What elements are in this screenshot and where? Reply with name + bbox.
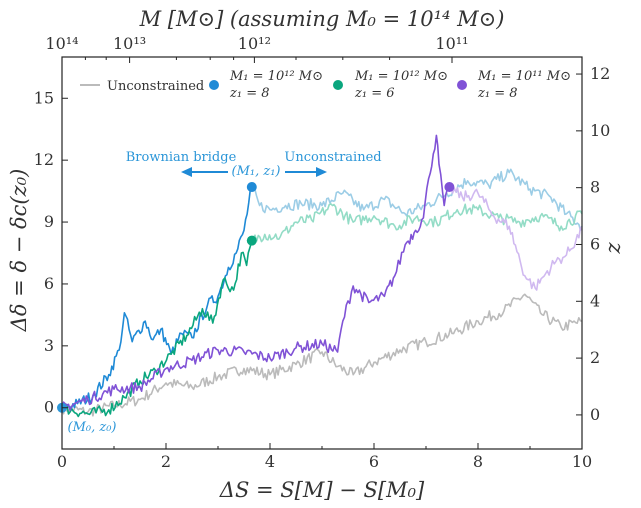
legend-dot-blue — [209, 80, 219, 90]
top-tick-label-3: 10¹¹ — [435, 34, 468, 53]
legend-green-label-2: z₁ = 6 — [354, 86, 395, 101]
legend-blue-label-2: z₁ = 8 — [229, 86, 270, 101]
series-line-6 — [448, 183, 583, 291]
arrow-left-icon — [181, 167, 228, 177]
y-tick-label-1: 3 — [44, 336, 54, 355]
x-tick-label-4: 8 — [473, 452, 483, 471]
y2-tick-label-2: 4 — [590, 291, 600, 310]
legend-unconstrained-label: Unconstrained — [107, 79, 204, 94]
annotation-m1-z1: (M₁, z₁) — [232, 164, 281, 179]
plot-frame — [61, 56, 583, 450]
x-tick-label-0: 0 — [57, 452, 67, 471]
y-tick-label-0: 0 — [44, 398, 54, 417]
legend-purple-label-1: M₁ = 10¹¹ M⊙ — [477, 69, 571, 84]
x-axis-label: ΔS = S[M] − S[M₀] — [219, 478, 425, 502]
marker-point-2 — [246, 235, 257, 246]
series-line-0 — [61, 293, 583, 417]
legend: Unconstrained M₁ = 10¹² M⊙ z₁ = 8 M₁ = 1… — [80, 69, 571, 101]
x-tick-label-1: 2 — [161, 452, 171, 471]
marker-point-3 — [444, 181, 455, 192]
x-tick-label-2: 4 — [265, 452, 275, 471]
y2-tick-label-3: 6 — [590, 234, 600, 253]
y-tick-label-5: 15 — [34, 88, 54, 107]
series-line-5 — [61, 134, 450, 411]
legend-purple-label-2: z₁ = 8 — [477, 86, 518, 101]
axes: 0 2 4 6 8 10 0 3 6 9 12 15 0 2 4 6 8 10 12 10¹⁴ 10¹³ 10¹² 10¹¹ — [34, 34, 611, 471]
marker-point-1 — [246, 181, 257, 192]
x-tick-label-3: 6 — [369, 452, 379, 471]
series-layer — [61, 134, 583, 418]
legend-green-label-1: M₁ = 10¹² M⊙ — [354, 69, 448, 84]
y-tick-label-3: 9 — [44, 212, 54, 231]
annotation-unconstrained: Unconstrained — [284, 150, 381, 165]
y-axis-label: Δδ = δ − δc(z₀) — [7, 169, 31, 333]
top-tick-label-1: 10¹³ — [113, 34, 146, 53]
y-tick-label-4: 12 — [34, 150, 54, 169]
y2-tick-label-5: 10 — [590, 121, 610, 140]
y2-tick-label-4: 8 — [590, 178, 600, 197]
arrow-right-icon — [285, 167, 327, 177]
top-tick-label-2: 10¹² — [238, 34, 271, 53]
annotation-brownian-bridge: Brownian bridge — [126, 150, 237, 165]
chart-title: M [M⊙] (assuming M₀ = 10¹⁴ M⊙) — [139, 7, 505, 31]
x-tick-label-5: 10 — [572, 452, 592, 471]
series-line-4 — [251, 203, 583, 243]
annotation-m0-z0: (M₀, z₀) — [68, 420, 117, 435]
marker-layer — [57, 181, 455, 413]
y2-tick-label-0: 0 — [590, 405, 600, 424]
y2-axis-label: z — [601, 242, 625, 255]
y2-tick-label-6: 12 — [590, 64, 610, 83]
series-line-2 — [251, 168, 583, 231]
legend-dot-green — [333, 80, 343, 90]
y-tick-label-2: 6 — [44, 274, 54, 293]
annotations: Brownian bridge Unconstrained (M₁, z₁) (… — [68, 150, 382, 435]
top-tick-label-0: 10¹⁴ — [45, 34, 78, 53]
legend-dot-purple — [457, 80, 467, 90]
legend-blue-label-1: M₁ = 10¹² M⊙ — [229, 69, 323, 84]
y2-tick-label-1: 2 — [590, 348, 600, 367]
